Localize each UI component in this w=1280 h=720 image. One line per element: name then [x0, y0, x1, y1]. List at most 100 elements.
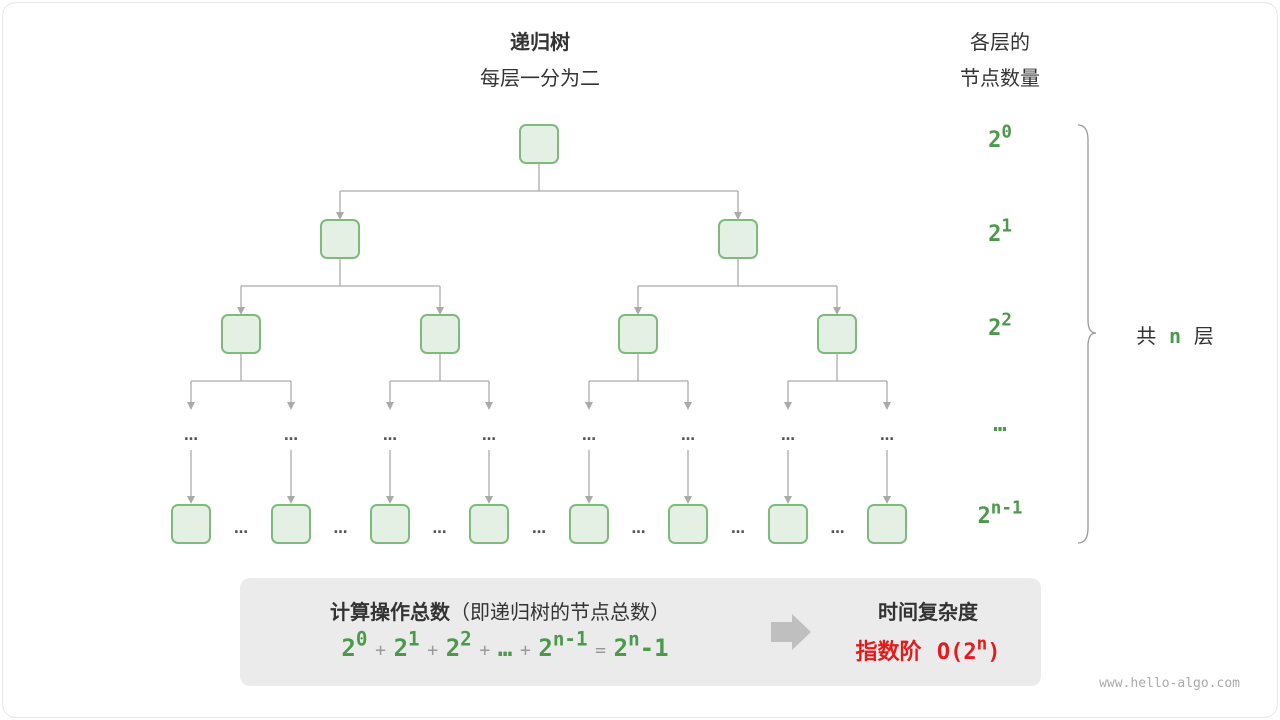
arrow-head [585, 402, 593, 410]
arrow-head [684, 402, 692, 410]
ellipsis-dots: … [184, 428, 198, 444]
brace-label-var: n [1168, 324, 1182, 348]
diagram-subtitle: 每层一分为二 [480, 66, 600, 90]
tree-node [618, 314, 658, 354]
tree-node [221, 314, 261, 354]
ellipsis-dots: … [284, 428, 298, 444]
formula-term: … [498, 634, 512, 662]
tree-node [420, 314, 460, 354]
tree-node [817, 314, 857, 354]
arrow-head [734, 212, 742, 220]
arrow-head [485, 402, 493, 410]
tree-node [768, 504, 808, 544]
arrow-head [485, 496, 493, 504]
arrow-head [833, 307, 841, 315]
ellipsis-dots: … [880, 428, 894, 444]
ellipsis-dots: … [582, 428, 596, 444]
brace [1077, 124, 1097, 544]
ellipsis-dots: … [831, 521, 845, 537]
big-o-post: ) [987, 640, 1001, 665]
formula-term: 20 [341, 629, 367, 662]
tree-node [469, 504, 509, 544]
brace-label-post: 层 [1193, 324, 1214, 348]
level-base: 2 [988, 316, 1002, 341]
plus-sign: + [519, 640, 531, 661]
arrow-head [336, 212, 344, 220]
ellipsis-dots: … [632, 521, 646, 537]
level-count: 2n-1 [950, 500, 1050, 529]
arrow-head [784, 402, 792, 410]
big-o-pre: O(2 [936, 640, 977, 665]
complexity-name: 指数阶 [855, 640, 922, 665]
level-exp: n-1 [990, 498, 1023, 519]
arrow-head [386, 496, 394, 504]
term-exp: 2 [460, 627, 472, 651]
level-base: 2 [977, 504, 991, 529]
ellipsis-dots: … [334, 521, 348, 537]
arrow-head [883, 496, 891, 504]
term-base: 2 [445, 634, 461, 662]
level-base: 2 [988, 128, 1002, 153]
arrow-head [187, 402, 195, 410]
arrow-head [684, 496, 692, 504]
arrow-head [187, 496, 195, 504]
watermark: www.hello-algo.com [1099, 676, 1240, 691]
plus-sign: + [427, 640, 439, 661]
result-exp: n [628, 627, 640, 651]
term-exp: 0 [355, 627, 368, 651]
summary-formula: 20 + 21 + 22 + … + 2n-1 = 2n-1 [270, 629, 740, 662]
level-exp: 0 [1001, 122, 1012, 143]
arrow-head [634, 307, 642, 315]
formula-result: 2n-1 [614, 629, 669, 662]
level-base: 2 [988, 222, 1002, 247]
term-base: 2 [538, 634, 553, 662]
summary-panel [240, 578, 1041, 686]
ellipsis-dots: … [731, 521, 745, 537]
arrow-head [287, 402, 295, 410]
term-exp: n-1 [552, 627, 588, 651]
complexity-title: 时间复杂度 [878, 600, 978, 624]
formula-term: 2n-1 [538, 629, 587, 662]
ellipsis-dots: … [234, 521, 248, 537]
level-exp: 2 [1001, 310, 1012, 331]
plus-sign: + [375, 640, 386, 661]
tree-node [718, 219, 758, 259]
summary-title-note: （即递归树的节点总数） [450, 600, 670, 624]
right-header-line2: 节点数量 [960, 66, 1040, 90]
term-exp: 1 [408, 627, 420, 651]
ellipsis-dots: … [383, 428, 397, 444]
tree-node [867, 504, 907, 544]
arrow-head [784, 496, 792, 504]
ellipsis-dots: … [532, 521, 546, 537]
complexity-value: 指数阶 O(2n) [818, 634, 1038, 666]
formula-term: 21 [393, 629, 420, 662]
ellipsis-dots: … [482, 428, 496, 444]
arrow-head [287, 496, 295, 504]
ellipsis-dots: … [781, 428, 795, 444]
arrow-head [585, 496, 593, 504]
summary-title-main: 计算操作总数 [330, 600, 450, 624]
summary-title: 计算操作总数（即递归树的节点总数） [280, 596, 720, 625]
tree-node [668, 504, 708, 544]
level-count: 22 [950, 312, 1050, 341]
term-base: 2 [341, 634, 356, 662]
tree-node [370, 504, 410, 544]
level-count: 21 [950, 218, 1050, 247]
tree-node [171, 504, 211, 544]
equals-sign: = [595, 640, 607, 661]
level-base: … [993, 412, 1007, 437]
result-tail: -1 [639, 634, 669, 662]
level-count: … [950, 412, 1050, 437]
diagram-title: 递归树 [510, 30, 570, 54]
arrow-head [883, 402, 891, 410]
tree-node [569, 504, 609, 544]
term-base: 2 [393, 634, 409, 662]
formula-term: 22 [445, 629, 472, 662]
level-count: 20 [950, 124, 1050, 153]
level-exp: 1 [1001, 216, 1012, 237]
ellipsis-dots: … [433, 521, 447, 537]
arrow-head [237, 307, 245, 315]
tree-node [320, 219, 360, 259]
